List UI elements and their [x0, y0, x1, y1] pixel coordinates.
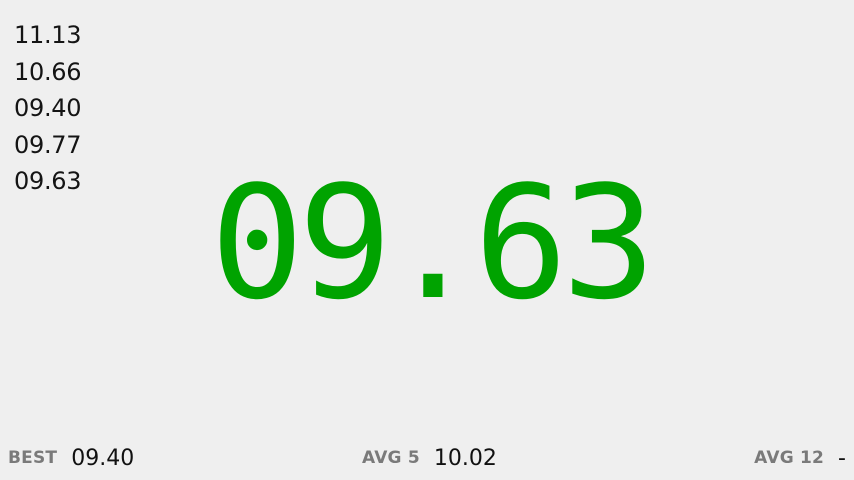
timer-display[interactable]: 09.63 [210, 152, 656, 334]
history-item: 09.40 [14, 94, 82, 122]
avg5-label: AVG 5 [362, 448, 420, 468]
stats-bar: BEST 09.40 AVG 5 10.02 AVG 12 - [0, 440, 854, 476]
avg12-value: - [838, 445, 846, 471]
avg5-stat: AVG 5 10.02 [362, 440, 497, 476]
avg12-label: AVG 12 [754, 448, 825, 468]
best-stat: BEST 09.40 [8, 440, 134, 476]
solve-history-list: 11.13 10.66 09.40 09.77 09.63 [14, 17, 82, 200]
avg12-stat: AVG 12 - [754, 440, 846, 476]
history-item: 09.77 [14, 130, 82, 159]
history-item: 11.13 [14, 21, 82, 49]
best-label: BEST [8, 448, 58, 468]
avg5-value: 10.02 [433, 445, 497, 471]
history-item: 09.63 [14, 167, 82, 195]
best-value: 09.40 [71, 445, 135, 471]
history-item: 10.66 [14, 57, 82, 86]
